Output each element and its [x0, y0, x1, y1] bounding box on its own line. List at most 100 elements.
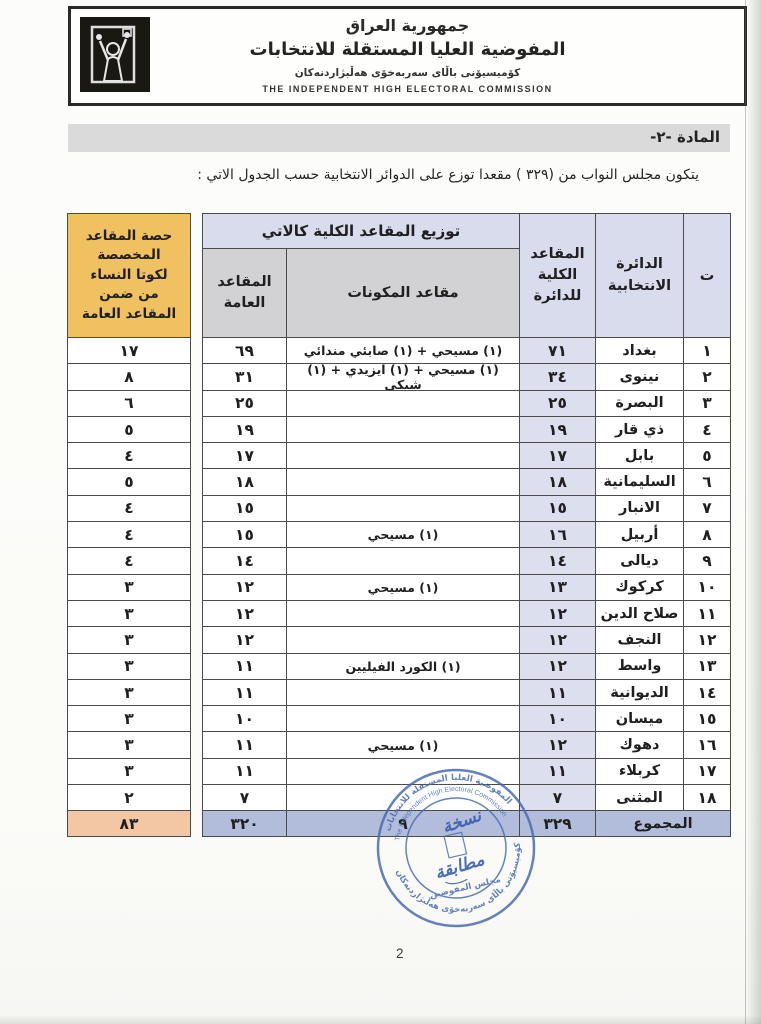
general-seats-cell: ٢٥	[235, 394, 254, 413]
component-seats-cell: (١) مسيحي	[286, 522, 519, 548]
serial-cell: ٢	[683, 364, 730, 390]
serial-cell: ٦	[683, 469, 730, 495]
serial-cell: ٧	[683, 495, 730, 522]
women-quota-column: حصة المقاعد المخصصة لكوتا النساء من ضمن …	[67, 213, 191, 837]
general-seats-cell: ٣١	[235, 367, 254, 386]
women-quota-cell: ٥	[68, 469, 190, 496]
svg-text:كۆميسيۆنى باڵاى سەربەخۆى هەڵبژ: كۆميسيۆنى باڵاى سەربەخۆى هەڵبژاردنەكان	[393, 840, 536, 928]
component-seats-cell: (١) مسيحي	[286, 732, 519, 758]
district-name-cell: صلاح الدين	[595, 600, 683, 627]
serial-cell: ١٧	[683, 758, 730, 785]
general-seats-cell: ١٧	[235, 446, 254, 465]
header-general-seats: المقاعد العامة	[203, 249, 286, 337]
women-quota-header: حصة المقاعد المخصصة لكوتا النساء من ضمن …	[68, 214, 190, 338]
table-row: ٨ أربيل ١٦ (١) مسيحي ١٥	[203, 522, 730, 549]
total-seats-cell: ١٢	[519, 627, 595, 653]
component-seats-cell: (١) مسيحي + (١) صابئي مندائي	[286, 338, 519, 364]
total-seats-cell: ١٧	[519, 443, 595, 469]
voter-emblem-icon	[90, 25, 136, 84]
letterhead-commission-title-en: THE INDEPENDENT HIGH ELECTORAL COMMISSIO…	[262, 84, 553, 94]
component-seats-cell	[286, 600, 519, 627]
component-seats-cell: (١) مسيحي + (١) ايزيدي + (١) شبكي	[286, 364, 519, 390]
serial-cell: ٣	[683, 390, 730, 416]
letterhead-commission-title-ar: المفوضية العليا المستقلة للانتخابات	[249, 39, 566, 60]
serial-cell: ١٥	[683, 706, 730, 732]
district-name-cell: بابل	[595, 443, 683, 469]
women-quota-cell: ٣	[68, 601, 190, 628]
general-seats-cell: ١٢	[235, 630, 254, 649]
component-seats-cell	[286, 627, 519, 653]
women-quota-cell: ٥	[68, 417, 190, 444]
total-seats-cell: ١٢	[519, 600, 595, 627]
total-seats-cell: ٧١	[519, 338, 595, 364]
table-row: ٧ الانبار ١٥ ١٥	[203, 495, 730, 523]
women-quota-cell: ٣	[68, 575, 190, 601]
page-number: 2	[396, 946, 404, 961]
serial-cell: ١٤	[683, 679, 730, 706]
serial-cell: ١٠	[683, 574, 730, 600]
scan-edge-right	[745, 0, 761, 1024]
general-seats-cell: ١٠	[235, 709, 254, 728]
total-row-total-seats: ٣٢٩	[519, 811, 595, 836]
table-row: ١٥ ميسان ١٠ ١٠	[203, 706, 730, 733]
total-seats-cell: ١٨	[519, 469, 595, 495]
total-seats-cell: ١٥	[519, 495, 595, 522]
general-seats-cell: ٧	[239, 788, 250, 807]
article-heading-bar: المادة -٢-	[68, 124, 730, 152]
table-row: ١٧ كربلاء ١١ ١١	[203, 758, 730, 786]
total-seats-cell: ١٠	[519, 706, 595, 732]
district-name-cell: واسط	[595, 653, 683, 679]
total-row-label: المجموع	[595, 811, 730, 836]
women-quota-cell: ٢	[68, 785, 190, 812]
table-row: ١٦ دهوك ١٢ (١) مسيحي ١١	[203, 732, 730, 759]
district-name-cell: السليمانية	[595, 469, 683, 495]
district-name-cell: دهوك	[595, 732, 683, 758]
district-name-cell: المثنى	[595, 785, 683, 811]
total-seats-cell: ١١	[519, 679, 595, 706]
total-seats-cell: ١٤	[519, 548, 595, 574]
general-seats-cell: ١٤	[235, 552, 254, 571]
district-name-cell: بغداد	[595, 338, 683, 364]
total-seats-cell: ٢٥	[519, 390, 595, 416]
women-quota-cell: ١٧	[68, 338, 190, 365]
table-row: ٩ ديالى ١٤ ١٤	[203, 548, 730, 575]
header-distribution-group: توزيع المقاعد الكلية كالاتي مقاعد المكون…	[203, 214, 519, 337]
women-quota-cell: ٣	[68, 732, 190, 759]
total-seats-cell: ٧	[519, 785, 595, 811]
general-seats-cell: ١٢	[235, 578, 254, 597]
total-row-general-seats: ٣٢٠	[203, 811, 286, 836]
scan-edge-bottom	[0, 1015, 761, 1024]
component-seats-cell	[286, 416, 519, 443]
table-row: ١١ صلاح الدين ١٢ ١٢	[203, 600, 730, 628]
table-row: ١٠ كركوك ١٣ (١) مسيحي ١٢	[203, 574, 730, 601]
stamp-handwritten-line2: مطابقة	[432, 850, 487, 884]
letterhead-country-title: جمهورية العراق	[345, 16, 470, 35]
letterhead-commission-title-ku: كۆميسيۆنى باڵاى سەربەخۆى هەڵبژاردنەكان	[294, 67, 521, 79]
district-name-cell: النجف	[595, 627, 683, 653]
total-seats-cell: ١٢	[519, 653, 595, 679]
women-quota-cell: ٤	[68, 496, 190, 523]
women-quota-cell: ٣	[68, 627, 190, 654]
total-seats-cell: ١١	[519, 758, 595, 785]
table-row: ٤ ذي قار ١٩ ١٩	[203, 416, 730, 444]
total-seats-cell: ١٦	[519, 522, 595, 548]
women-quota-cell: ٣	[68, 706, 190, 733]
component-seats-cell	[286, 495, 519, 522]
women-quota-cell: ٨	[68, 364, 190, 391]
table-row: ٣ البصرة ٢٥ ٢٥	[203, 390, 730, 417]
table-row: ١٤ الديوانية ١١ ١١	[203, 679, 730, 707]
general-seats-cell: ١١	[235, 683, 254, 702]
table-total-row: المجموع ٣٢٩ ٩ ٣٢٠	[203, 811, 730, 836]
stamp-kurdish-arc-text: كۆميسيۆنى باڵاى سەربەخۆى هەڵبژاردنەكان	[393, 840, 536, 928]
header-district: الدائرة الانتخابية	[595, 214, 683, 337]
district-name-cell: ديالى	[595, 548, 683, 574]
component-seats-cell	[286, 390, 519, 416]
stamp-board-caption: مجلس المفوضين	[429, 875, 502, 901]
serial-cell: ١٦	[683, 732, 730, 758]
serial-cell: ٤	[683, 416, 730, 443]
women-quota-cell: ٤	[68, 443, 190, 470]
general-seats-cell: ١٥	[235, 499, 254, 518]
women-quota-total-cell: ٨٣	[68, 811, 190, 836]
general-seats-cell: ١٥	[235, 525, 254, 544]
